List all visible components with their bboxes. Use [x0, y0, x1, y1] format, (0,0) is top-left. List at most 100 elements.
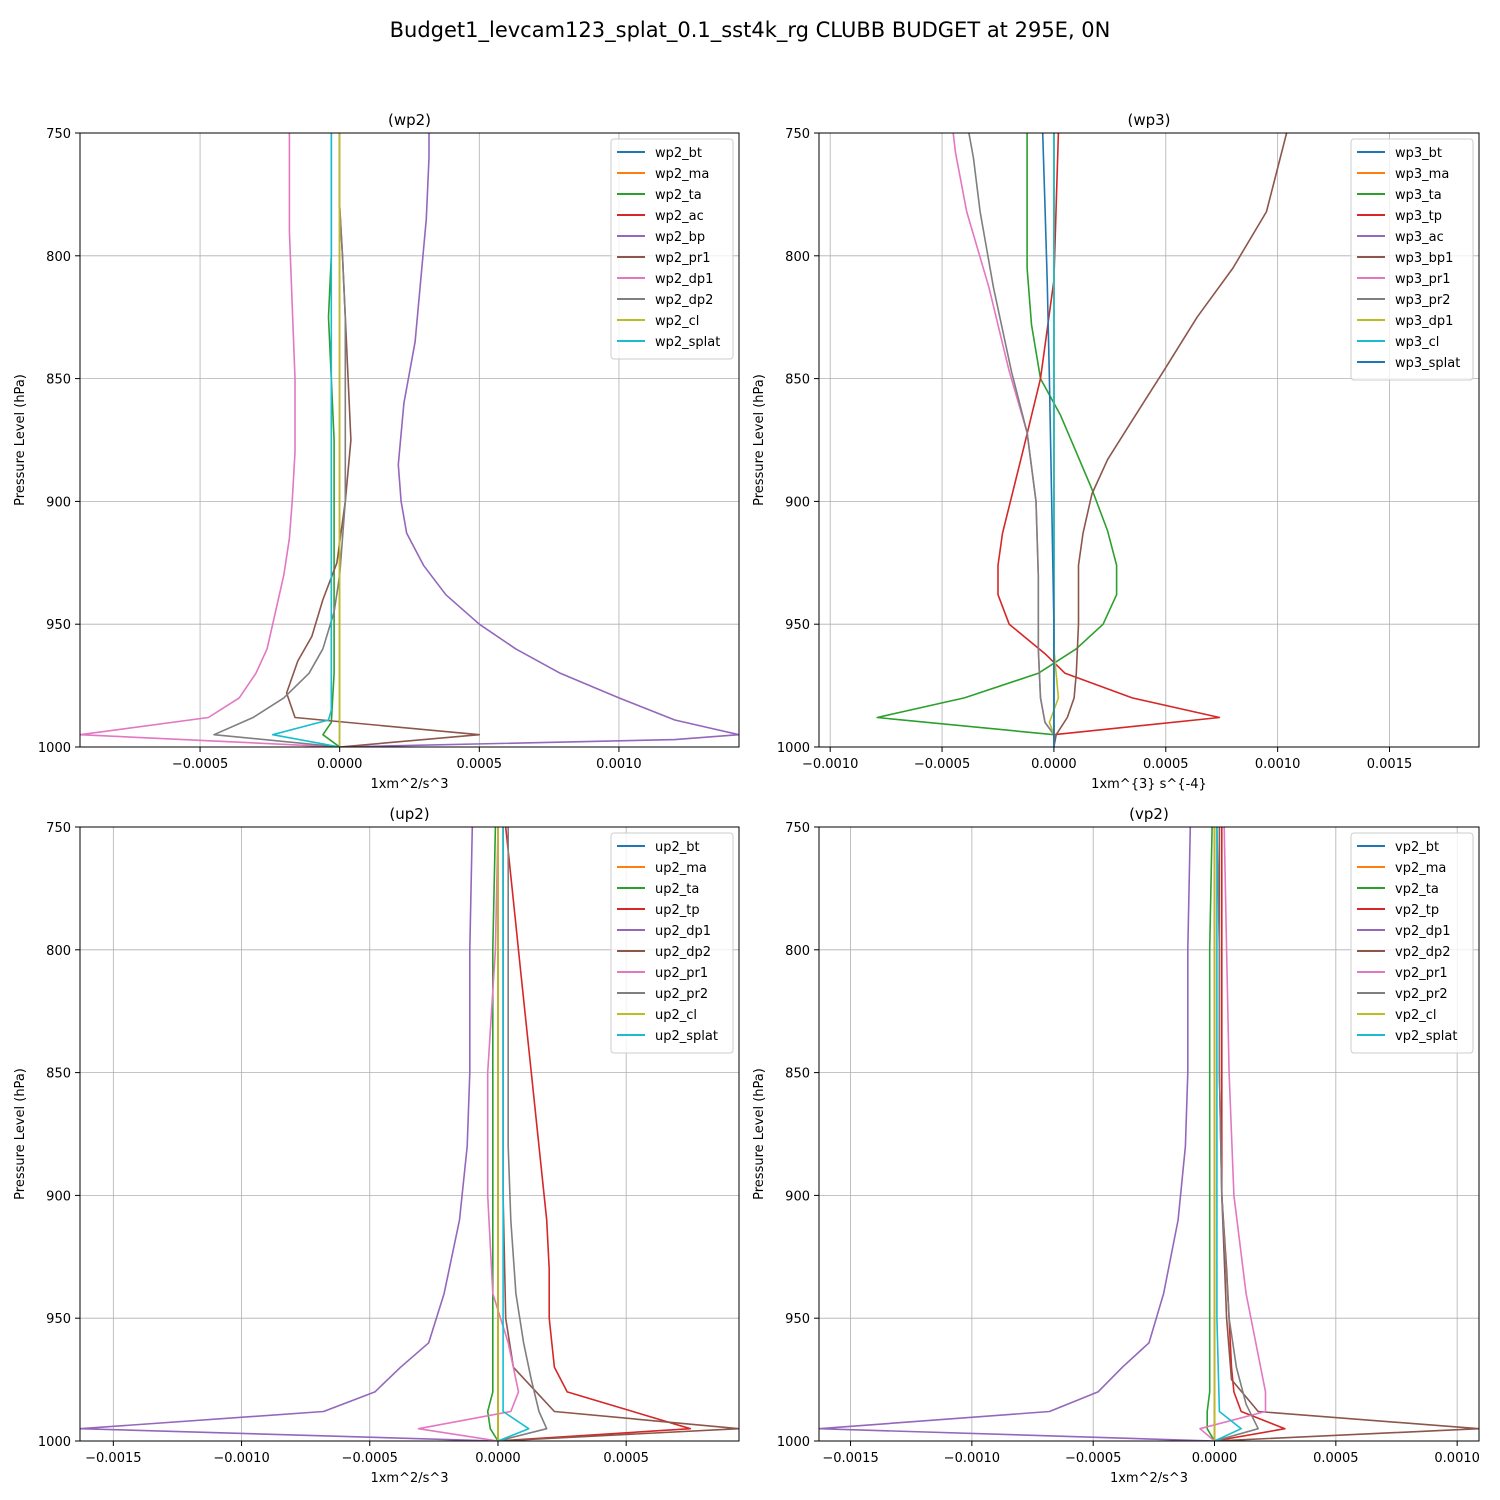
x-tick-label: 0.0005: [457, 757, 503, 772]
series-line-vp2_splat: [1214, 827, 1242, 1441]
axes-frame: [818, 826, 1480, 1442]
x-tick-label: −0.0015: [822, 1451, 878, 1466]
legend-label: wp3_ac: [1395, 230, 1444, 245]
legend: up2_bt up2_ma up2_ta up2_tp up2_dp1 up2_dp2up…: [610, 832, 734, 1054]
y-tick-label: 750: [785, 821, 810, 836]
x-tick-label: −0.0005: [172, 757, 228, 772]
legend-label: up2_splat: [655, 1029, 718, 1044]
y-tick-label: 1000: [38, 741, 71, 756]
panel-title: (vp2): [1129, 805, 1169, 823]
legend-label: up2_bt: [655, 840, 700, 855]
x-tick-label: 0.0015: [1367, 757, 1413, 772]
series-line-up2_pr2: [497, 827, 548, 1441]
y-tick-label: 850: [46, 1067, 71, 1082]
figure-title: Budget1_levcam123_splat_0.1_sst4k_rg CLU…: [390, 18, 1111, 43]
x-tick-label: 0.0005: [603, 1451, 649, 1466]
series-line-up2_dp1: [80, 827, 499, 1441]
legend-label: up2_ma: [655, 861, 707, 876]
series-line-up2_pr1: [417, 827, 520, 1441]
legend-label: wp3_pr2: [1395, 293, 1451, 308]
x-tick-label: 0.0010: [1434, 1451, 1480, 1466]
y-axis-label: Pressure Level (hPa): [752, 1068, 767, 1200]
y-tick-label: 900: [46, 1189, 71, 1204]
legend-label: up2_ta: [655, 882, 699, 897]
panels: −0.0005 0.0000 0.0005 0.0010 750 800 850 900 950…: [13, 111, 1480, 1486]
legend-label: vp2_bt: [1395, 840, 1439, 855]
y-tick-label: 900: [46, 495, 71, 510]
y-tick-label: 1000: [777, 1435, 810, 1450]
legend-label: up2_dp2: [655, 945, 711, 960]
series-group: [80, 827, 739, 1441]
y-axis-label: Pressure Level (hPa): [13, 1068, 28, 1200]
y-tick-label: 850: [785, 373, 810, 388]
series-line-wp3_tp: [997, 133, 1221, 736]
legend-label: wp3_dp1: [1395, 314, 1453, 329]
x-tick-label: 0.0000: [1031, 757, 1077, 772]
x-tick-label: 0.0000: [1192, 1451, 1238, 1466]
y-tick-label: 800: [46, 944, 71, 959]
series-line-vp2_pr2: [1214, 827, 1259, 1441]
x-axis-label: 1xm^2/s^3: [370, 1471, 448, 1486]
y-tick-label: 800: [785, 944, 810, 959]
y-tick-label: 900: [785, 495, 810, 510]
series-line-wp3_bp1: [1053, 133, 1288, 747]
y-tick-label: 900: [785, 1189, 810, 1204]
legend-label: wp3_pr1: [1395, 272, 1451, 287]
y-axis-label: Pressure Level (hPa): [13, 374, 28, 506]
legend-label: vp2_pr2: [1395, 987, 1448, 1002]
series-group: [80, 133, 739, 747]
x-tick-label: 0.0005: [1143, 757, 1189, 772]
legend-label: up2_pr1: [655, 966, 708, 981]
legend-label: vp2_cl: [1395, 1008, 1436, 1023]
legend-label: wp2_pr1: [655, 251, 711, 266]
legend-label: wp3_tp: [1395, 209, 1442, 224]
series-line-wp2_dp1: [80, 133, 340, 747]
legend-label: wp2_bp: [655, 230, 705, 245]
x-tick-label: −0.0005: [1065, 1451, 1121, 1466]
legend: vp2_bt vp2_ma vp2_ta vp2_tp vp2_dp1 vp2_dp2vp…: [1350, 832, 1474, 1054]
x-tick-label: 0.0005: [1313, 1451, 1359, 1466]
x-tick-label: −0.0010: [213, 1451, 269, 1466]
legend-label: wp2_ma: [655, 167, 709, 182]
legend-label: up2_pr2: [655, 987, 708, 1002]
y-tick-label: 950: [785, 618, 810, 633]
y-tick-label: 1000: [38, 1435, 71, 1450]
series-line-vp2_dp1: [819, 827, 1215, 1441]
panel-title: (up2): [389, 805, 429, 823]
legend-label: up2_tp: [655, 903, 700, 918]
series-group: [876, 133, 1288, 747]
x-tick-label: −0.0005: [342, 1451, 398, 1466]
legend-label: vp2_ma: [1395, 861, 1446, 876]
x-tick-label: 0.0000: [475, 1451, 521, 1466]
chart-panel-4: −0.0015 −0.0010 −0.0005 0.0000 0.0005 0.0010 7…: [752, 805, 1480, 1486]
y-tick-label: 800: [46, 250, 71, 265]
legend-label: vp2_pr1: [1395, 966, 1448, 981]
legend-label: up2_dp1: [655, 924, 711, 939]
y-tick-label: 850: [785, 1067, 810, 1082]
y-tick-label: 950: [46, 618, 71, 633]
y-tick-label: 800: [785, 250, 810, 265]
legend: wp3_bt wp3_ma wp3_ta wp3_tp wp3_ac wp3_bp1 wp3…: [1350, 138, 1474, 381]
legend-label: wp3_splat: [1395, 356, 1460, 371]
x-tick-label: 0.0010: [596, 757, 642, 772]
series-line-up2_tp: [497, 827, 692, 1441]
x-axis-label: 1xm^2/s^3: [370, 777, 448, 792]
axes-frame: [79, 826, 740, 1442]
legend-label: wp3_ta: [1395, 188, 1442, 203]
legend-label: wp3_cl: [1395, 335, 1439, 350]
legend-label: wp2_ta: [655, 188, 702, 203]
axes-frame: [818, 132, 1480, 748]
y-tick-label: 850: [46, 373, 71, 388]
legend-label: wp2_ac: [655, 209, 704, 224]
y-tick-label: 750: [46, 821, 71, 836]
series-line-wp3_ta: [876, 133, 1118, 747]
y-tick-label: 1000: [777, 741, 810, 756]
panel-title: (wp3): [1127, 111, 1170, 129]
y-tick-label: 950: [785, 1312, 810, 1327]
legend-label: wp2_cl: [655, 314, 699, 329]
legend-label: vp2_dp1: [1395, 924, 1451, 939]
x-tick-label: −0.0010: [944, 1451, 1000, 1466]
series-line-wp2_bp: [339, 133, 739, 747]
